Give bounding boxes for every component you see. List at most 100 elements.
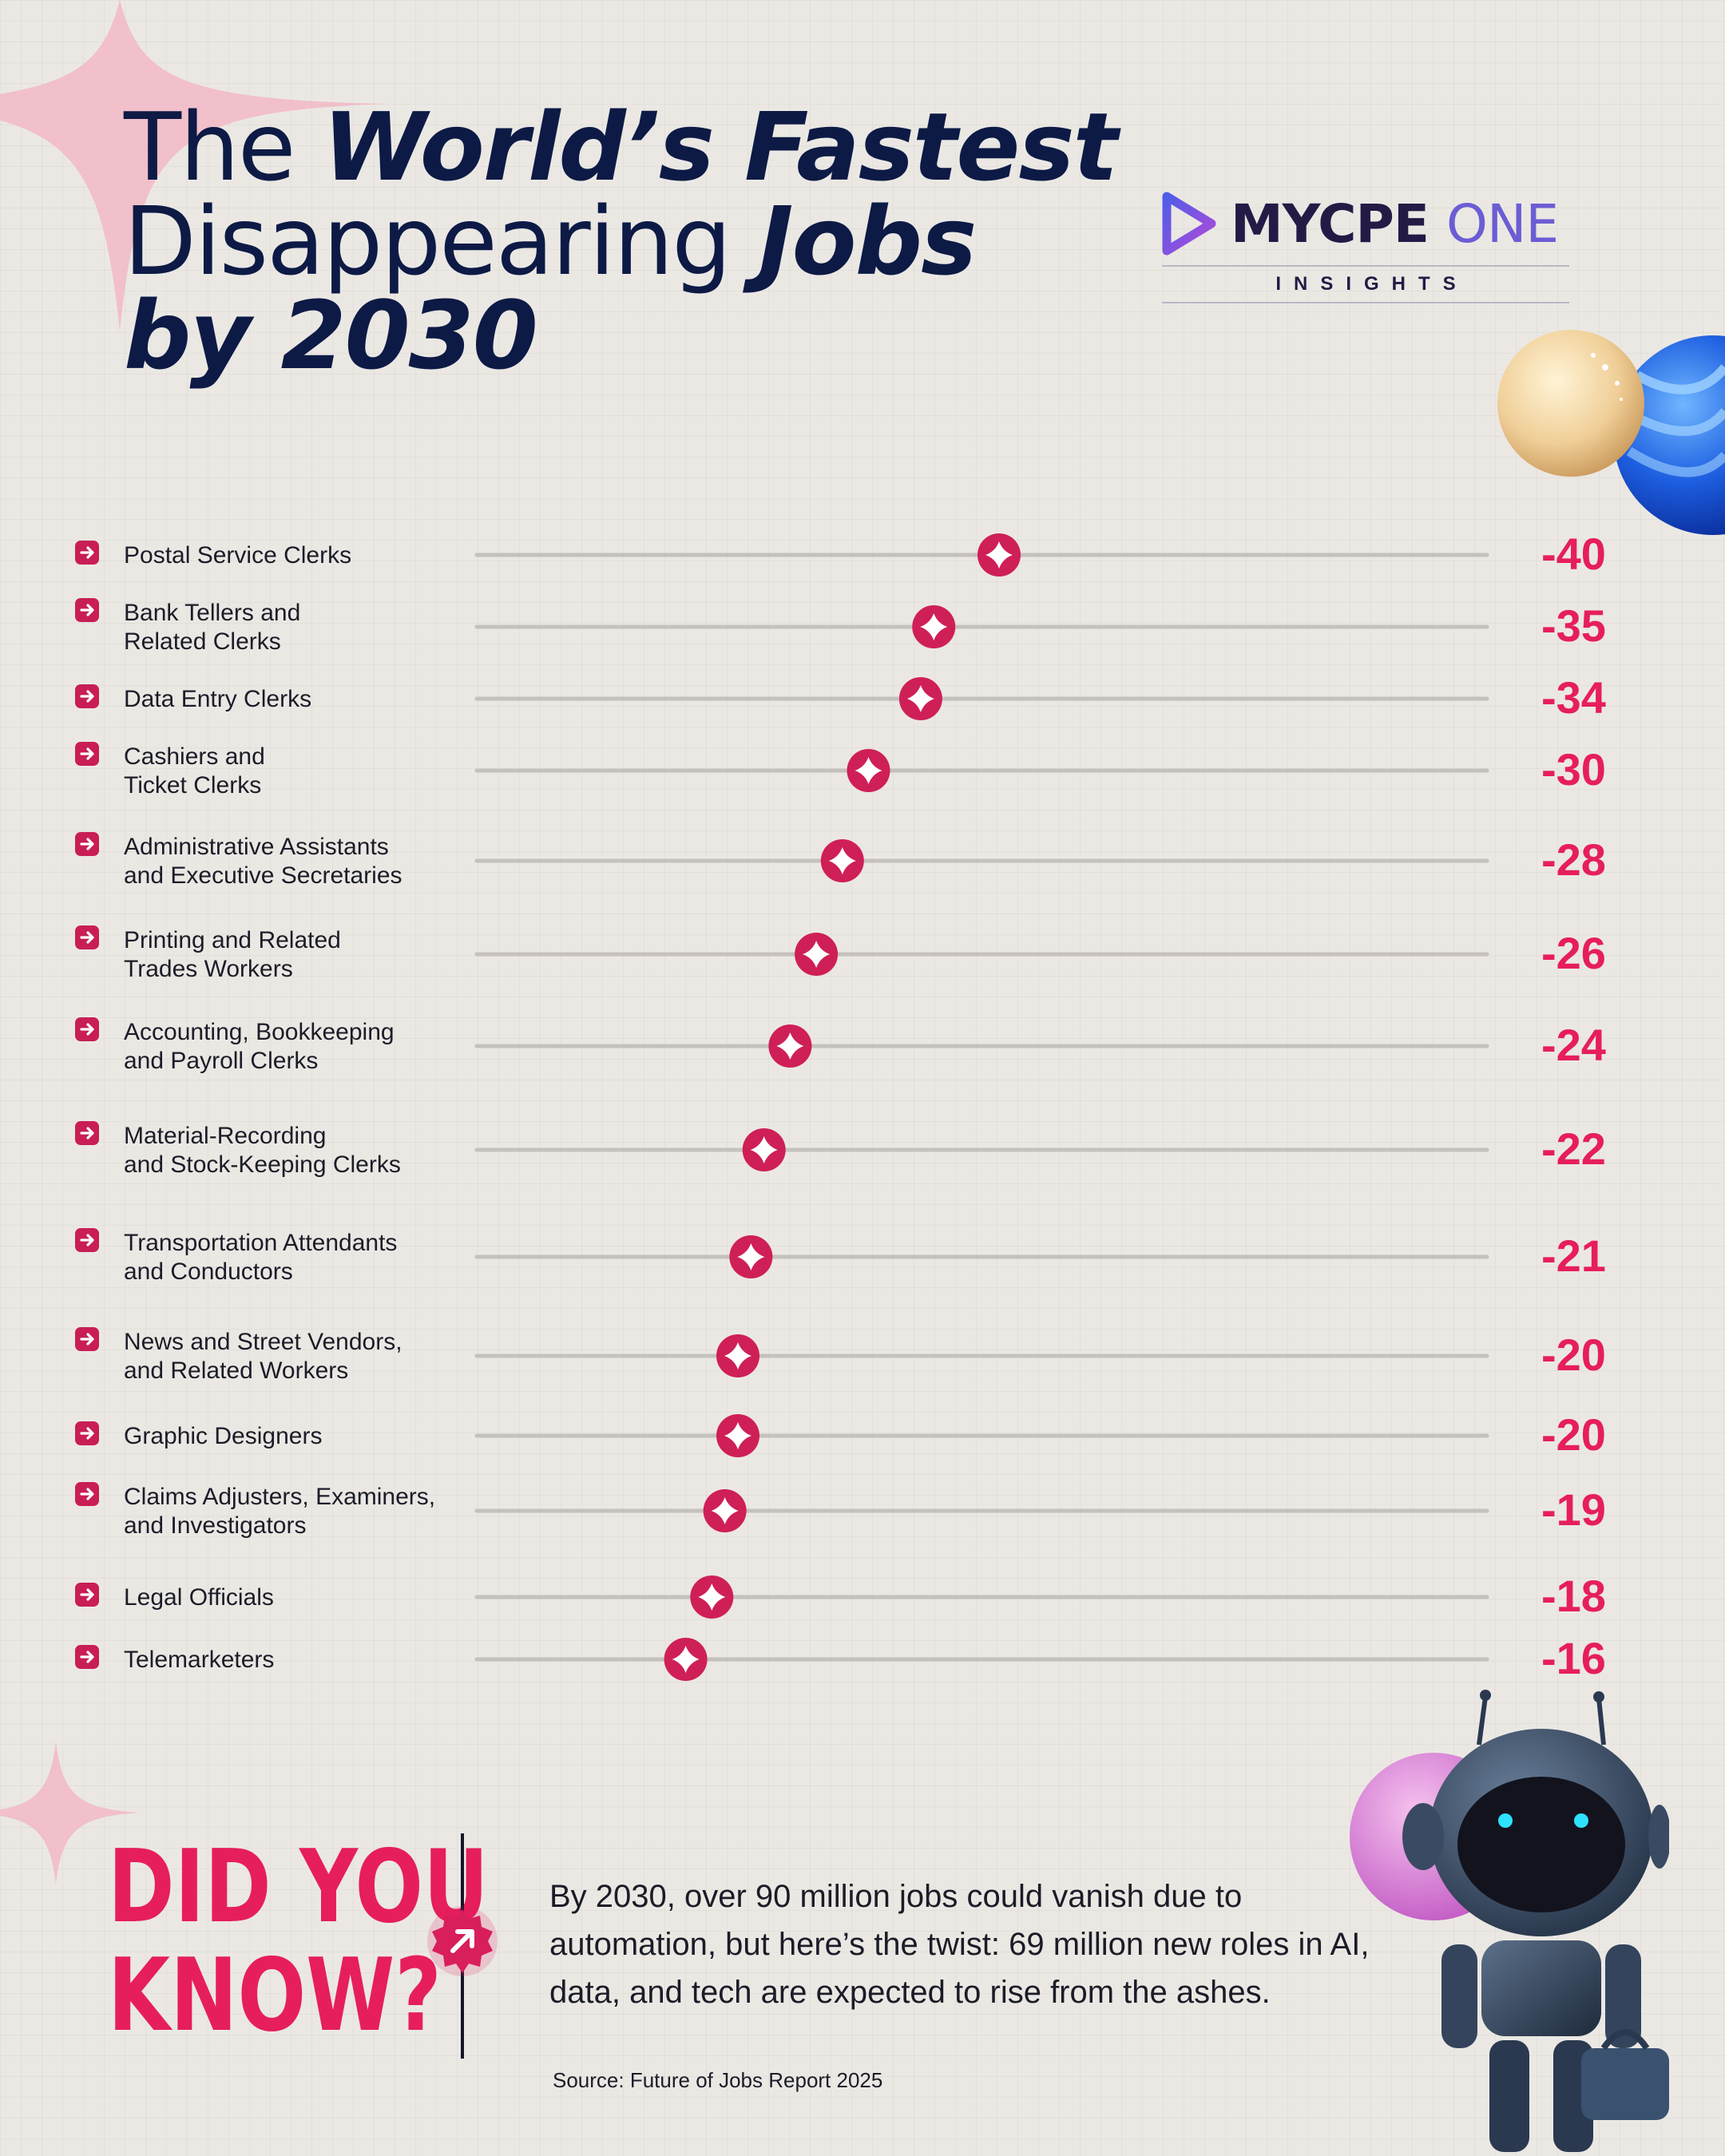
category-label-line: Material-Recording (124, 1123, 326, 1149)
source-note: Source: Future of Jobs Report 2025 (553, 2068, 883, 2092)
category-label: Material-Recording and Stock-Keeping Cler… (124, 1123, 401, 1178)
value-label: -40 (1541, 529, 1606, 579)
title-emphasis: World’s Fastest (322, 92, 1118, 202)
category-label-line: Accounting, Bookkeeping (124, 1019, 395, 1045)
category-label-line: Data Entry Clerks (124, 686, 311, 712)
four-point-star-icon (716, 1334, 759, 1377)
title-emphasis: Jobs (758, 186, 978, 296)
category-label-line: Ticket Clerks (124, 772, 261, 799)
arrow-right-icon (75, 1228, 99, 1252)
brand-logo: MYCPE ONE INSIGHTS (1162, 192, 1569, 303)
category-label: Graphic Designers (124, 1423, 322, 1449)
arrow-right-icon (75, 541, 99, 565)
category-label-line: Graphic Designers (124, 1423, 322, 1449)
chart-row: Graphic Designers -20 (75, 1409, 1606, 1460)
category-label-line: and Conductors (124, 1258, 293, 1285)
category-label: Transportation Attendants and Conductors (124, 1230, 397, 1285)
value-label: -18 (1541, 1571, 1606, 1621)
category-label-line: Transportation Attendants (124, 1230, 397, 1256)
category-label: Cashiers and Ticket Clerks (124, 743, 265, 799)
arrow-right-icon (75, 1645, 99, 1669)
fact-text: By 2030, over 90 million jobs could vani… (549, 1879, 1370, 2010)
robot-illustration (1350, 1690, 1669, 2152)
category-label-line: News and Street Vendors, (124, 1329, 402, 1355)
category-label-line: and Investigators (124, 1512, 306, 1539)
logo-brand-text: MYCPE (1231, 192, 1430, 255)
did-you-know-line: DID YOU (108, 1828, 489, 1945)
category-label: Legal Officials (124, 1584, 274, 1611)
chart-row: Material-Recording and Stock-Keeping Cler… (75, 1121, 1606, 1178)
title-part: The (124, 92, 323, 202)
four-point-star-icon (729, 1235, 773, 1278)
category-label-line: and Payroll Clerks (124, 1048, 318, 1074)
arrow-right-icon (75, 1017, 99, 1041)
value-label: -34 (1541, 672, 1606, 723)
value-label: -19 (1541, 1484, 1606, 1535)
sparkle-decoration-top (0, 0, 387, 331)
play-logo-icon (1162, 192, 1216, 256)
chart-row: Administrative Assistants and Executive S… (75, 832, 1606, 889)
four-point-star-icon (703, 1489, 747, 1532)
lollipop-chart: Postal Service Clerks -40 Bank Tellers and… (75, 529, 1606, 1683)
arrow-right-icon (75, 925, 99, 949)
four-point-star-icon (768, 1024, 812, 1068)
arrow-right-icon (75, 1327, 99, 1351)
category-label-line: Trades Workers (124, 956, 293, 982)
chart-row: News and Street Vendors, and Related Work… (75, 1327, 1606, 1384)
arrow-right-icon (75, 598, 99, 622)
arrow-right-icon (75, 1482, 99, 1506)
page-title: The World’s Fastest Disappearing Jobs by… (124, 100, 1118, 382)
value-label: -22 (1541, 1124, 1606, 1174)
category-label-line: and Executive Secretaries (124, 862, 402, 889)
category-label-line: Printing and Related (124, 927, 341, 953)
four-point-star-icon (742, 1128, 786, 1171)
category-label-line: Claims Adjusters, Examiners, (124, 1484, 435, 1510)
value-label: -26 (1541, 928, 1606, 978)
value-label: -21 (1541, 1231, 1606, 1281)
four-point-star-icon (690, 1575, 734, 1619)
arrow-right-icon (75, 1421, 99, 1445)
chart-row: Claims Adjusters, Examiners, and Investig… (75, 1482, 1606, 1539)
category-label-line: Postal Service Clerks (124, 542, 351, 569)
chart-row: Cashiers and Ticket Clerks -30 (75, 742, 1606, 799)
category-label: Administrative Assistants and Executive S… (124, 834, 402, 889)
value-label: -35 (1541, 600, 1606, 651)
value-label: -28 (1541, 834, 1606, 885)
chart-row: Transportation Attendants and Conductors -… (75, 1228, 1606, 1285)
value-label: -24 (1541, 1020, 1606, 1070)
category-label: Postal Service Clerks (124, 542, 351, 569)
value-label: -30 (1541, 744, 1606, 795)
category-label: Accounting, Bookkeeping and Payroll Clerk… (124, 1019, 395, 1074)
four-point-star-icon (795, 933, 839, 976)
category-label: Claims Adjusters, Examiners, and Investig… (124, 1484, 435, 1539)
arrow-right-icon (75, 684, 99, 708)
chart-row: Data Entry Clerks -34 (75, 672, 1606, 723)
four-point-star-icon (978, 533, 1021, 577)
four-point-star-icon (898, 677, 942, 720)
value-label: -20 (1541, 1409, 1606, 1460)
category-label-line: Related Clerks (124, 628, 281, 655)
category-label-line: and Stock-Keeping Clerks (124, 1151, 401, 1178)
category-label-line: and Related Workers (124, 1357, 348, 1384)
category-label: Telemarketers (124, 1647, 274, 1673)
chart-row: Legal Officials -18 (75, 1571, 1606, 1621)
category-label: Bank Tellers and Related Clerks (124, 600, 300, 655)
title-part: Disappearing (124, 186, 759, 296)
did-you-know-line: KNOW? (108, 1936, 442, 2054)
category-label-line: Bank Tellers and (124, 600, 300, 626)
arrow-right-icon (75, 742, 99, 766)
four-point-star-icon (820, 839, 864, 882)
four-point-star-icon (664, 1638, 708, 1681)
category-label-line: Cashiers and (124, 743, 265, 770)
arrow-up-right-icon (427, 1906, 498, 1976)
spheres-decoration (1497, 330, 1725, 535)
four-point-star-icon (912, 605, 956, 648)
chart-row: Postal Service Clerks -40 (75, 529, 1606, 579)
logo-subtitle: INSIGHTS (1162, 265, 1569, 303)
category-label-line: Legal Officials (124, 1584, 274, 1611)
category-label: News and Street Vendors, and Related Work… (124, 1329, 402, 1384)
chart-row: Printing and Related Trades Workers -26 (75, 925, 1606, 982)
sparkle-decoration-bottom (0, 1741, 140, 1885)
category-label-line: Administrative Assistants (124, 834, 389, 860)
chart-row: Telemarketers -16 (75, 1633, 1606, 1683)
